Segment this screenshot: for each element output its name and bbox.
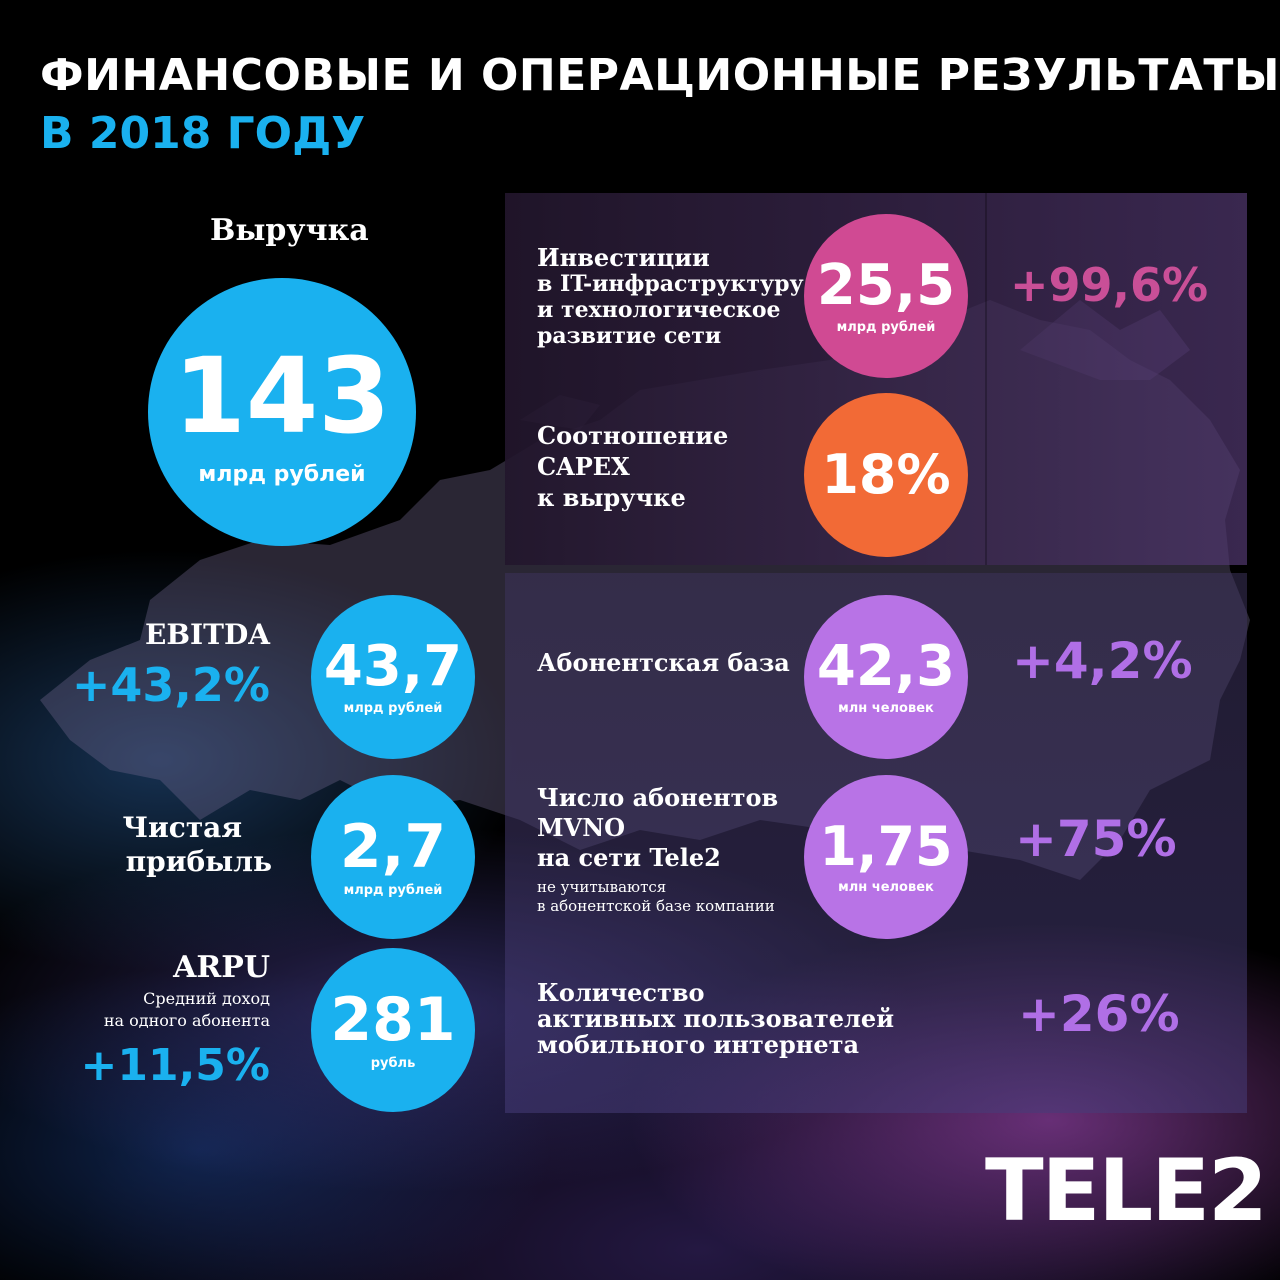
mvno-note-line2: в абонентской базе компании	[537, 897, 775, 915]
net-profit-value: 2,7	[339, 811, 447, 882]
investments-change: +99,6%	[1010, 258, 1209, 312]
investments-label-line1: Инвестиции	[537, 243, 710, 272]
net-profit-circle: 2,7 млрд рублей	[311, 775, 475, 939]
arpu-circle: 281 рубль	[311, 948, 475, 1112]
investments-circle: 25,5 млрд рублей	[804, 214, 968, 378]
mobile-internet-label-line3: мобильного интернета	[537, 1030, 860, 1059]
panel-divider	[985, 193, 987, 565]
mvno-value: 1,75	[819, 814, 953, 878]
net-profit-unit: млрд рублей	[343, 882, 443, 898]
mobile-internet-label-line1: Количество	[537, 978, 705, 1007]
mvno-label-line2: MVNO	[537, 813, 626, 842]
revenue-label: Выручка	[210, 213, 369, 248]
arpu-label: ARPU	[173, 950, 270, 985]
investments-value: 25,5	[816, 252, 956, 318]
subscribers-change: +4,2%	[1012, 632, 1193, 690]
arpu-value: 281	[330, 984, 456, 1055]
revenue-circle: 143 млрд рублей	[148, 278, 416, 546]
subscribers-value: 42,3	[816, 633, 956, 699]
arpu-desc-line1: Средний доход	[143, 989, 270, 1008]
capex-circle: 18%	[804, 393, 968, 557]
ebitda-value: 43,7	[323, 633, 463, 699]
arpu-change: +11,5%	[80, 1040, 270, 1091]
ebitda-circle: 43,7 млрд рублей	[311, 595, 475, 759]
subscribers-label: Абонентская база	[537, 648, 790, 677]
subscribers-circle: 42,3 млн человек	[804, 595, 968, 759]
tele2-logo: TELE2	[985, 1141, 1268, 1241]
capex-label-line2: CAPEX	[537, 452, 630, 481]
capex-value: 18%	[821, 443, 951, 506]
arpu-desc-line2: на одного абонента	[103, 1011, 270, 1030]
capex-label-line3: к выручке	[537, 483, 686, 512]
mobile-internet-label-line2: активных пользователей	[537, 1004, 894, 1033]
page-subtitle: В 2018 ГОДУ	[40, 108, 366, 159]
ebitda-change: +43,2%	[71, 658, 270, 712]
mvno-change: +75%	[1015, 810, 1177, 868]
revenue-unit: млрд рублей	[198, 461, 366, 487]
revenue-value: 143	[173, 334, 391, 457]
investments-unit: млрд рублей	[836, 319, 936, 335]
mvno-unit: млн человек	[838, 879, 934, 895]
ebitda-unit: млрд рублей	[343, 700, 443, 716]
investments-label-line3: и технологическое	[537, 297, 781, 323]
net-profit-label-line2: прибыль	[125, 845, 272, 878]
subscribers-unit: млн человек	[838, 700, 934, 716]
mobile-internet-change: +26%	[1018, 985, 1180, 1043]
page-title: ФИНАНСОВЫЕ И ОПЕРАЦИОННЫЕ РЕЗУЛЬТАТЫ	[40, 50, 1280, 101]
net-profit-label-line1: Чистая	[122, 811, 242, 844]
capex-label-line1: Соотношение	[537, 421, 729, 450]
mvno-label-line3: на сети Tele2	[537, 843, 721, 872]
investments-label-line2: в IT-инфраструктуру	[537, 271, 804, 297]
mvno-note-line1: не учитываются	[537, 878, 667, 896]
mvno-circle: 1,75 млн человек	[804, 775, 968, 939]
ebitda-label: EBITDA	[145, 618, 270, 651]
mvno-label-line1: Число абонентов	[537, 783, 779, 812]
investments-label-line4: развитие сети	[537, 323, 722, 349]
arpu-unit: рубль	[370, 1055, 416, 1071]
